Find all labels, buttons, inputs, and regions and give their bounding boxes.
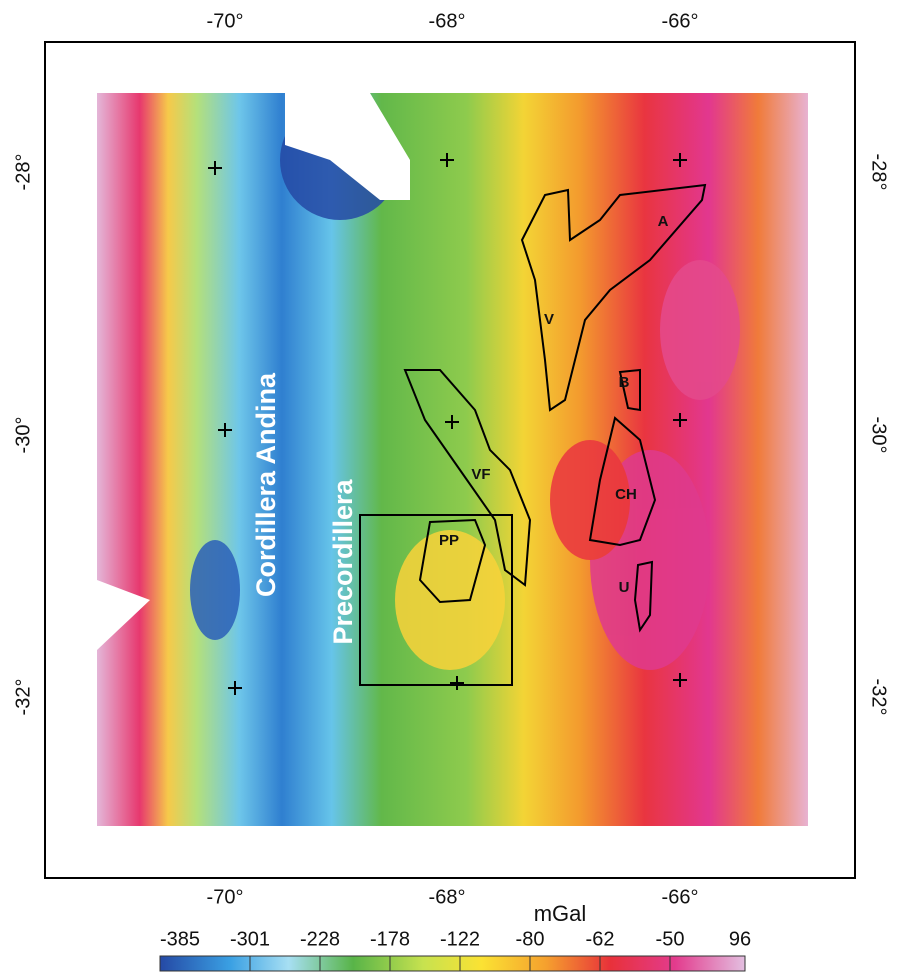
x-axis-label: -66° (662, 886, 699, 908)
colorbar-tick-label: 96 (729, 928, 751, 950)
y-axis-label: -32° (868, 679, 890, 716)
colorbar-tick-label: -301 (230, 928, 270, 950)
colorbar-tick-label: -50 (656, 928, 685, 950)
colorbar-tick-label: -122 (440, 928, 480, 950)
y-axis-label: -28° (868, 154, 890, 191)
body-label: CH (615, 486, 637, 503)
x-axis-label: -70° (207, 10, 244, 32)
x-axis-label: -66° (662, 10, 699, 32)
x-axis-label: -70° (207, 886, 244, 908)
colorbar-tick-label: -62 (586, 928, 615, 950)
colorbar-tick-label: -385 (160, 928, 200, 950)
x-axis-label: -68° (429, 886, 466, 908)
x-axis-label: -68° (429, 10, 466, 32)
body-label: B (619, 374, 630, 391)
region-label: Precordillera (328, 478, 358, 644)
body-label: PP (439, 532, 459, 549)
colorbar-tick-label: -178 (370, 928, 410, 950)
region-label: Cordillera Andina (251, 372, 281, 597)
y-axis-label: -28° (12, 154, 34, 191)
body-label: A (658, 213, 669, 230)
body-label: U (619, 579, 630, 596)
y-axis-label: -30° (868, 417, 890, 454)
body-label: V (544, 311, 554, 328)
y-axis-label: -32° (12, 679, 34, 716)
colorbar-tick-label: -228 (300, 928, 340, 950)
gravity-map: Cordillera Andina Precordillera A V B VF… (0, 0, 901, 972)
y-axis-label: -30° (12, 417, 34, 454)
colorbar (160, 956, 745, 971)
colorbar-tick-label: -80 (516, 928, 545, 950)
colorbar-unit: mGal (534, 901, 587, 926)
body-label: VF (471, 466, 490, 483)
